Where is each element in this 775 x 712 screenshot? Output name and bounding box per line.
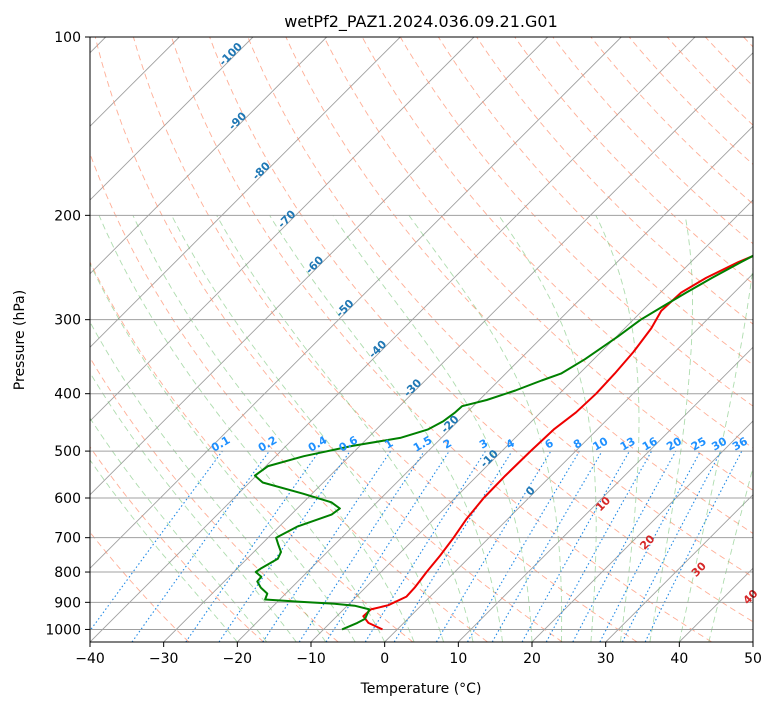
- y-tick-label: 500: [54, 444, 81, 460]
- y-tick-label: 900: [54, 595, 81, 611]
- x-tick-label: 50: [744, 651, 762, 667]
- x-tick-label: −40: [75, 651, 105, 667]
- x-tick-label: −30: [149, 651, 179, 667]
- y-tick-label: 400: [54, 387, 81, 403]
- x-tick-label: −20: [223, 651, 253, 667]
- y-tick-label: 1000: [45, 622, 81, 638]
- x-tick-label: −10: [296, 651, 326, 667]
- x-tick-label: 0: [380, 651, 389, 667]
- y-tick-label: 800: [54, 565, 81, 581]
- x-tick-label: 20: [523, 651, 541, 667]
- x-tick-label: 30: [597, 651, 615, 667]
- y-tick-label: 300: [54, 313, 81, 329]
- y-tick-label: 100: [54, 30, 81, 46]
- x-axis-title: Temperature (°C): [360, 681, 482, 697]
- chart-title: wetPf2_PAZ1.2024.036.09.21.G01: [284, 12, 558, 32]
- y-axis-title: Pressure (hPa): [12, 290, 28, 390]
- y-tick-label: 200: [54, 208, 81, 224]
- y-tick-label: 700: [54, 531, 81, 547]
- plot-background: [90, 37, 753, 642]
- x-tick-label: 10: [449, 651, 467, 667]
- y-tick-label: 600: [54, 491, 81, 507]
- x-tick-label: 40: [670, 651, 688, 667]
